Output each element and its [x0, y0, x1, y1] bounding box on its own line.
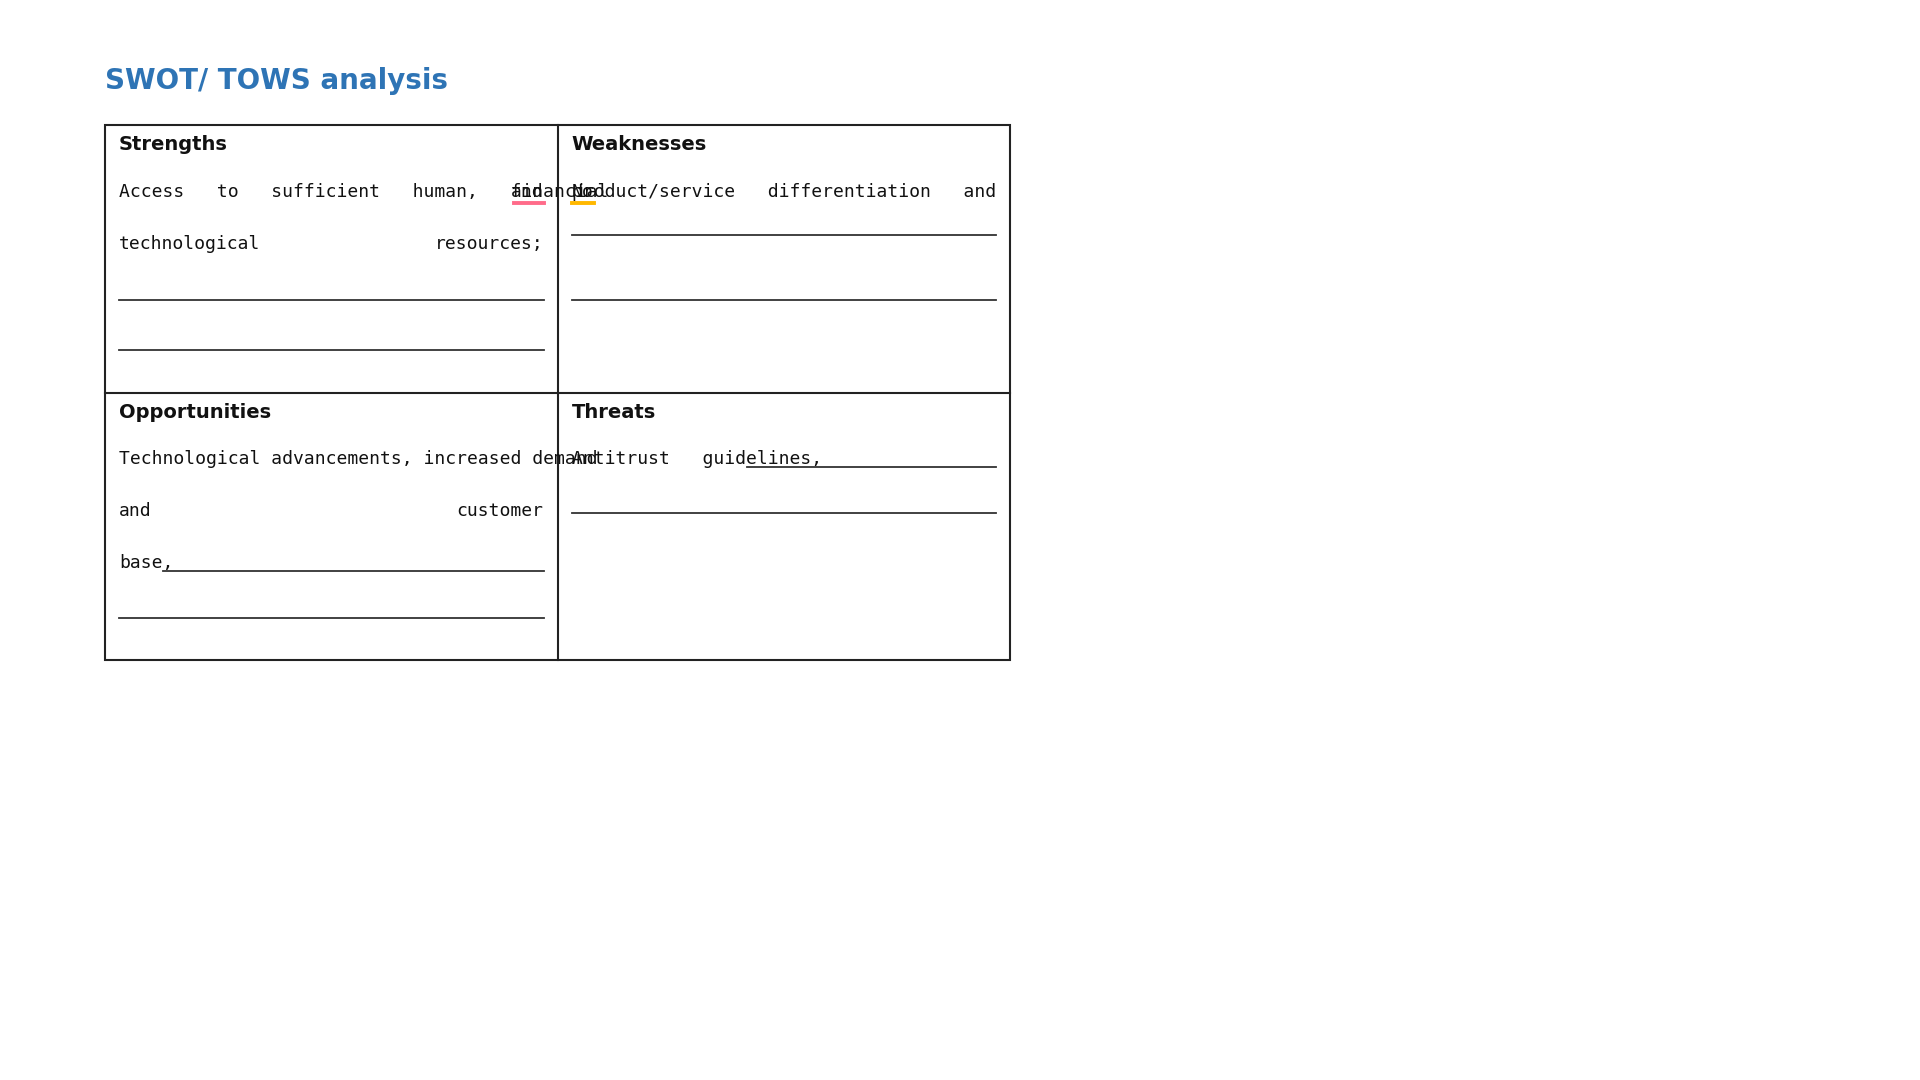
Text: Access   to   sufficient   human,   financial: Access to sufficient human, financial — [119, 183, 641, 201]
Text: technological: technological — [119, 235, 261, 253]
Text: customer: customer — [457, 502, 543, 521]
Text: product/service   differentiation   and: product/service differentiation and — [572, 183, 996, 201]
Text: and: and — [119, 502, 152, 521]
Text: Threats: Threats — [572, 403, 657, 421]
Text: Opportunities: Opportunities — [119, 403, 271, 421]
Text: and: and — [511, 183, 543, 201]
Text: base,: base, — [119, 554, 173, 572]
Text: No: No — [572, 183, 593, 201]
Text: Strengths: Strengths — [119, 135, 228, 154]
Bar — [106, 125, 1010, 660]
Text: Antitrust   guidelines,: Antitrust guidelines, — [572, 450, 822, 469]
Text: SWOT/ TOWS analysis: SWOT/ TOWS analysis — [106, 67, 447, 95]
Text: resources;: resources; — [434, 235, 543, 253]
Text: Weaknesses: Weaknesses — [572, 135, 707, 154]
Text: Technological advancements, increased demand: Technological advancements, increased de… — [119, 450, 597, 469]
